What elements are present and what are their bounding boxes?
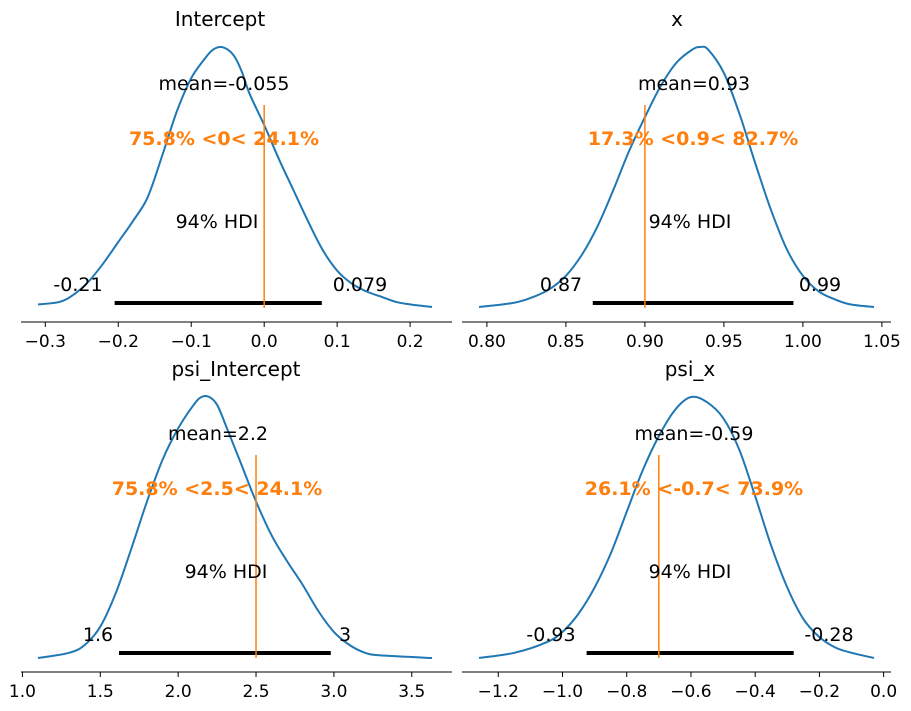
mean-label: mean=2.2 xyxy=(168,423,268,445)
x-tick-label: 3.0 xyxy=(320,682,347,702)
x-tick-label: 3.5 xyxy=(398,682,425,702)
x-tick-label: −0.3 xyxy=(25,332,66,352)
x-tick-label: 0.2 xyxy=(397,332,424,352)
hdi-low-label: 0.87 xyxy=(540,274,582,296)
x-tick-label: 0.0 xyxy=(870,682,897,702)
density-curve xyxy=(37,395,433,659)
reference-label: 75.8% <2.5< 24.1% xyxy=(112,478,323,500)
hdi-label: 94% HDI xyxy=(176,211,259,233)
hdi-label: 94% HDI xyxy=(649,561,732,583)
density-curve xyxy=(37,45,433,308)
x-tick-label: −0.1 xyxy=(171,332,212,352)
reference-label: 75.8% <0< 24.1% xyxy=(129,128,319,150)
subplot-title: psi_Intercept xyxy=(171,357,300,381)
x-tick-label: −1.2 xyxy=(478,682,519,702)
hdi-label: 94% HDI xyxy=(649,211,732,233)
hdi-label: 94% HDI xyxy=(185,561,268,583)
x-tick-label: 1.0 xyxy=(9,682,36,702)
x-tick-label: 2.5 xyxy=(243,682,270,702)
hdi-low-label: -0.93 xyxy=(526,624,575,646)
hdi-high-label: 0.99 xyxy=(799,274,841,296)
hdi-low-label: -0.21 xyxy=(53,274,102,296)
x-tick-label: 0.80 xyxy=(468,332,506,352)
x-tick-label: −0.2 xyxy=(98,332,139,352)
density-curve xyxy=(478,395,875,659)
x-tick-label: −0.4 xyxy=(735,682,776,702)
density-curve xyxy=(478,45,875,308)
x-tick-label: 0.1 xyxy=(324,332,351,352)
x-tick-label: −0.6 xyxy=(670,682,711,702)
x-tick-label: −1.0 xyxy=(542,682,583,702)
x-tick-label: −0.2 xyxy=(799,682,840,702)
x-tick-label: 1.5 xyxy=(87,682,114,702)
hdi-low-label: 1.6 xyxy=(83,624,113,646)
subplot-title: x xyxy=(671,7,683,31)
subplot-title: Intercept xyxy=(175,7,266,31)
x-tick-label: 2.0 xyxy=(165,682,192,702)
reference-label: 17.3% <0.9< 82.7% xyxy=(588,128,799,150)
hdi-high-label: -0.28 xyxy=(804,624,853,646)
subplot-title: psi_x xyxy=(665,357,716,381)
mean-label: mean=-0.59 xyxy=(635,423,754,445)
mean-label: mean=-0.055 xyxy=(158,73,289,95)
hdi-high-label: 0.079 xyxy=(333,274,387,296)
reference-label: 26.1% <-0.7< 73.9% xyxy=(585,478,803,500)
hdi-high-label: 3 xyxy=(339,624,351,646)
x-tick-label: 0.95 xyxy=(705,332,743,352)
x-tick-label: 0.90 xyxy=(626,332,664,352)
x-tick-label: 1.05 xyxy=(863,332,901,352)
x-tick-label: 0.85 xyxy=(547,332,585,352)
x-tick-label: 0.0 xyxy=(251,332,278,352)
x-tick-label: 1.00 xyxy=(784,332,822,352)
x-tick-label: −0.8 xyxy=(606,682,647,702)
mean-label: mean=0.93 xyxy=(638,73,750,95)
